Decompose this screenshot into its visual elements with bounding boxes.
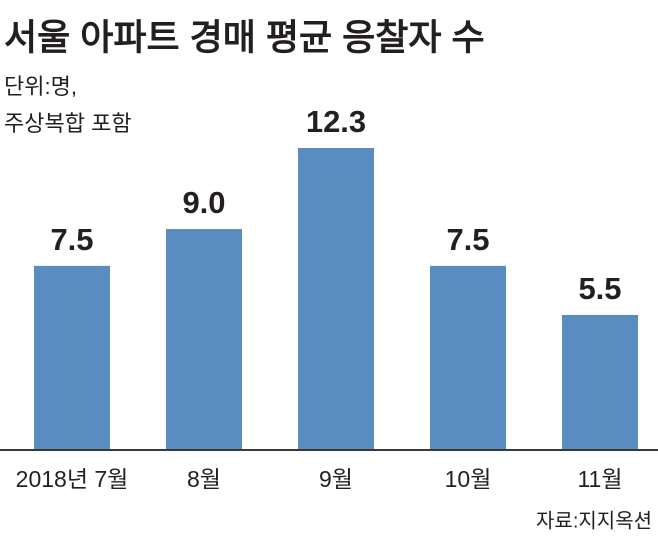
x-tick-label: 10월	[445, 466, 492, 492]
bar	[562, 314, 638, 450]
x-tick-label: 2018년 7월	[16, 466, 129, 492]
value-label: 5.5	[578, 271, 621, 306]
source: 자료:지지옥션	[536, 509, 652, 532]
bar	[166, 229, 242, 450]
unit-note: 단위:명,	[4, 74, 77, 99]
bar	[34, 265, 110, 450]
value-label: 7.5	[446, 222, 489, 257]
value-label: 7.5	[50, 222, 93, 257]
x-tick-label: 8월	[187, 466, 221, 492]
bar	[298, 148, 374, 450]
chart-title: 서울 아파트 경매 평균 응찰자 수	[4, 17, 485, 58]
x-tick-label: 11월	[577, 466, 622, 492]
value-label: 9.0	[182, 185, 225, 220]
bar	[430, 265, 506, 450]
unit-note: 주상복합 포함	[4, 111, 132, 136]
value-label: 12.3	[306, 104, 366, 139]
x-tick-label: 9월	[319, 466, 353, 492]
